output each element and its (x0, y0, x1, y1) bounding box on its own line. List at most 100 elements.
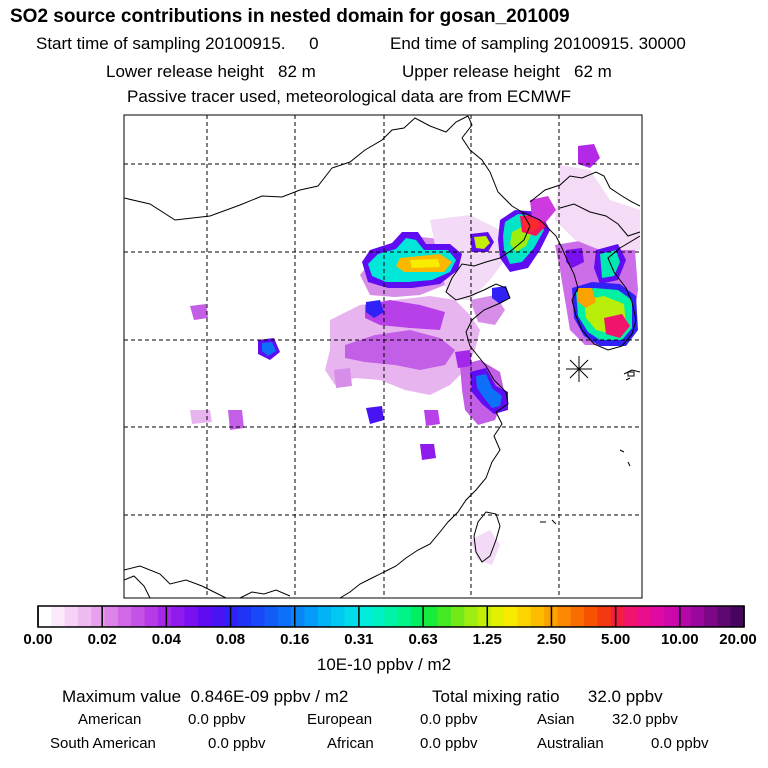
colorbar-swatch (357, 606, 372, 627)
start-time: Start time of sampling 20100915. 0 (36, 34, 319, 54)
lower-release-label: Lower release height (106, 62, 264, 81)
blob-shandong-dot (366, 300, 384, 318)
concentration-field (190, 144, 640, 565)
total-mixing: Total mixing ratio 32.0 ppbv (432, 687, 663, 707)
plume-taiwan-faint (470, 530, 500, 565)
blob-hubei (334, 368, 352, 388)
plume-east-wash (555, 165, 640, 250)
colorbar (37, 605, 745, 628)
upper-release-value: 62 m (574, 62, 612, 81)
colorbar-swatch (450, 606, 465, 627)
max-value-number: 0.846E-09 ppbv / m2 (190, 687, 349, 706)
max-value-label: Maximum value (62, 687, 182, 706)
colorbar-swatch (304, 606, 319, 627)
coast-north-korea (559, 203, 641, 237)
border-ne (461, 115, 523, 213)
upper-release: Upper release height 62 m (402, 62, 612, 82)
blob-west (190, 304, 208, 320)
colorbar-swatch (504, 606, 519, 627)
colorbar-swatch (117, 606, 132, 627)
colorbar-swatch (717, 606, 732, 627)
start-time-value: 20100915. 0 (205, 34, 319, 53)
blob-hebei-core (410, 259, 440, 268)
blob-ne-china (530, 196, 556, 222)
colorbar-tick-label: 20.00 (719, 631, 757, 648)
coast-korea-west (521, 211, 641, 351)
colorbar-swatch (38, 606, 52, 627)
colorbar-frame (37, 605, 745, 628)
colorbar-swatch (331, 606, 345, 627)
colorbar-swatch (677, 606, 692, 627)
colorbar-swatch (264, 606, 279, 627)
colorbar-tick-label: 5.00 (601, 631, 631, 648)
blob-dalian-ring (522, 218, 540, 232)
colorbar-swatch (277, 606, 292, 627)
island-taiwan (473, 511, 501, 563)
colorbar-swatch (730, 606, 745, 627)
colorbar-swatch (570, 606, 585, 627)
coastlines (124, 115, 641, 598)
colorbar-swatch (51, 606, 66, 627)
region-asian-value: 32.0 ppbv (612, 711, 678, 728)
blob-south-1 (366, 406, 384, 424)
colorbar-swatch (610, 606, 625, 627)
colorbar-swatch (477, 606, 492, 627)
blob-tianjin-inner (474, 236, 490, 249)
colorbar-swatch (397, 606, 412, 627)
colorbar-swatch (251, 606, 266, 627)
lower-release: Lower release height 82 m (106, 62, 316, 82)
colorbar-swatch (664, 606, 678, 627)
blob-south-3 (420, 444, 436, 460)
colorbar-swatch (131, 606, 146, 627)
colorbar-swatch (77, 606, 92, 627)
max-value: Maximum value 0.846E-09 ppbv / m2 (62, 687, 348, 707)
colorbar-swatch (64, 606, 79, 627)
colorbar-swatch (291, 606, 306, 627)
blob-xian-inner (262, 342, 276, 356)
colorbar-swatch (237, 606, 252, 627)
colorbar-unit: 10E-10 ppbv / m2 (316, 655, 452, 674)
region-african-label: African (327, 735, 374, 752)
colorbar-swatch (344, 606, 359, 627)
colorbar-swatch (437, 606, 452, 627)
colorbar-tick-label: 0.00 (23, 631, 53, 648)
colorbar-tick-label: 10.00 (661, 631, 699, 648)
colorbar-swatch (690, 606, 705, 627)
coast-japan-kyushu (623, 369, 641, 375)
blob-central-purple (455, 350, 472, 368)
upper-release-label: Upper release height (402, 62, 560, 81)
blob-korea-hot (604, 314, 630, 338)
blob-shanghai-inner (476, 374, 502, 408)
coast-vietnam (124, 575, 151, 598)
colorbar-swatch (384, 606, 399, 627)
colorbar-swatch (197, 606, 212, 627)
total-mixing-value: 32.0 ppbv (587, 687, 663, 706)
colorbar-tick-label: 0.63 (408, 631, 438, 648)
region-south-american-label: South American (50, 735, 156, 752)
islands-east (540, 377, 631, 525)
region-african-value: 0.0 ppbv (420, 735, 478, 752)
colorbar-swatch (490, 606, 505, 627)
colorbar-swatch (371, 606, 385, 627)
region-american-label: American (78, 711, 142, 728)
colorbar-tick-label: 0.02 (87, 631, 117, 648)
colorbar-tick-label: 1.25 (472, 631, 502, 648)
blob-shandong-spot (492, 286, 510, 304)
colorbar-swatch (597, 606, 612, 627)
colorbar-swatch (637, 606, 652, 627)
island-jeju (627, 371, 635, 377)
colorbar-swatch (317, 606, 332, 627)
region-south-american-value: 0.0 ppbv (208, 735, 266, 752)
page-title: SO2 source contributions in nested domai… (10, 6, 570, 27)
region-american-value: 0.0 ppbv (188, 711, 246, 728)
colorbar-tick-label: 0.31 (344, 631, 374, 648)
coast-south (239, 589, 291, 598)
island-hainan (124, 565, 227, 598)
colorbar-swatch (624, 606, 639, 627)
blob-korea-orange (578, 288, 596, 308)
colorbar-swatch (211, 606, 226, 627)
colorbar-swatch (464, 606, 479, 627)
model-note: Passive tracer used, meteorological data… (127, 87, 572, 106)
colorbar-swatch (104, 606, 119, 627)
